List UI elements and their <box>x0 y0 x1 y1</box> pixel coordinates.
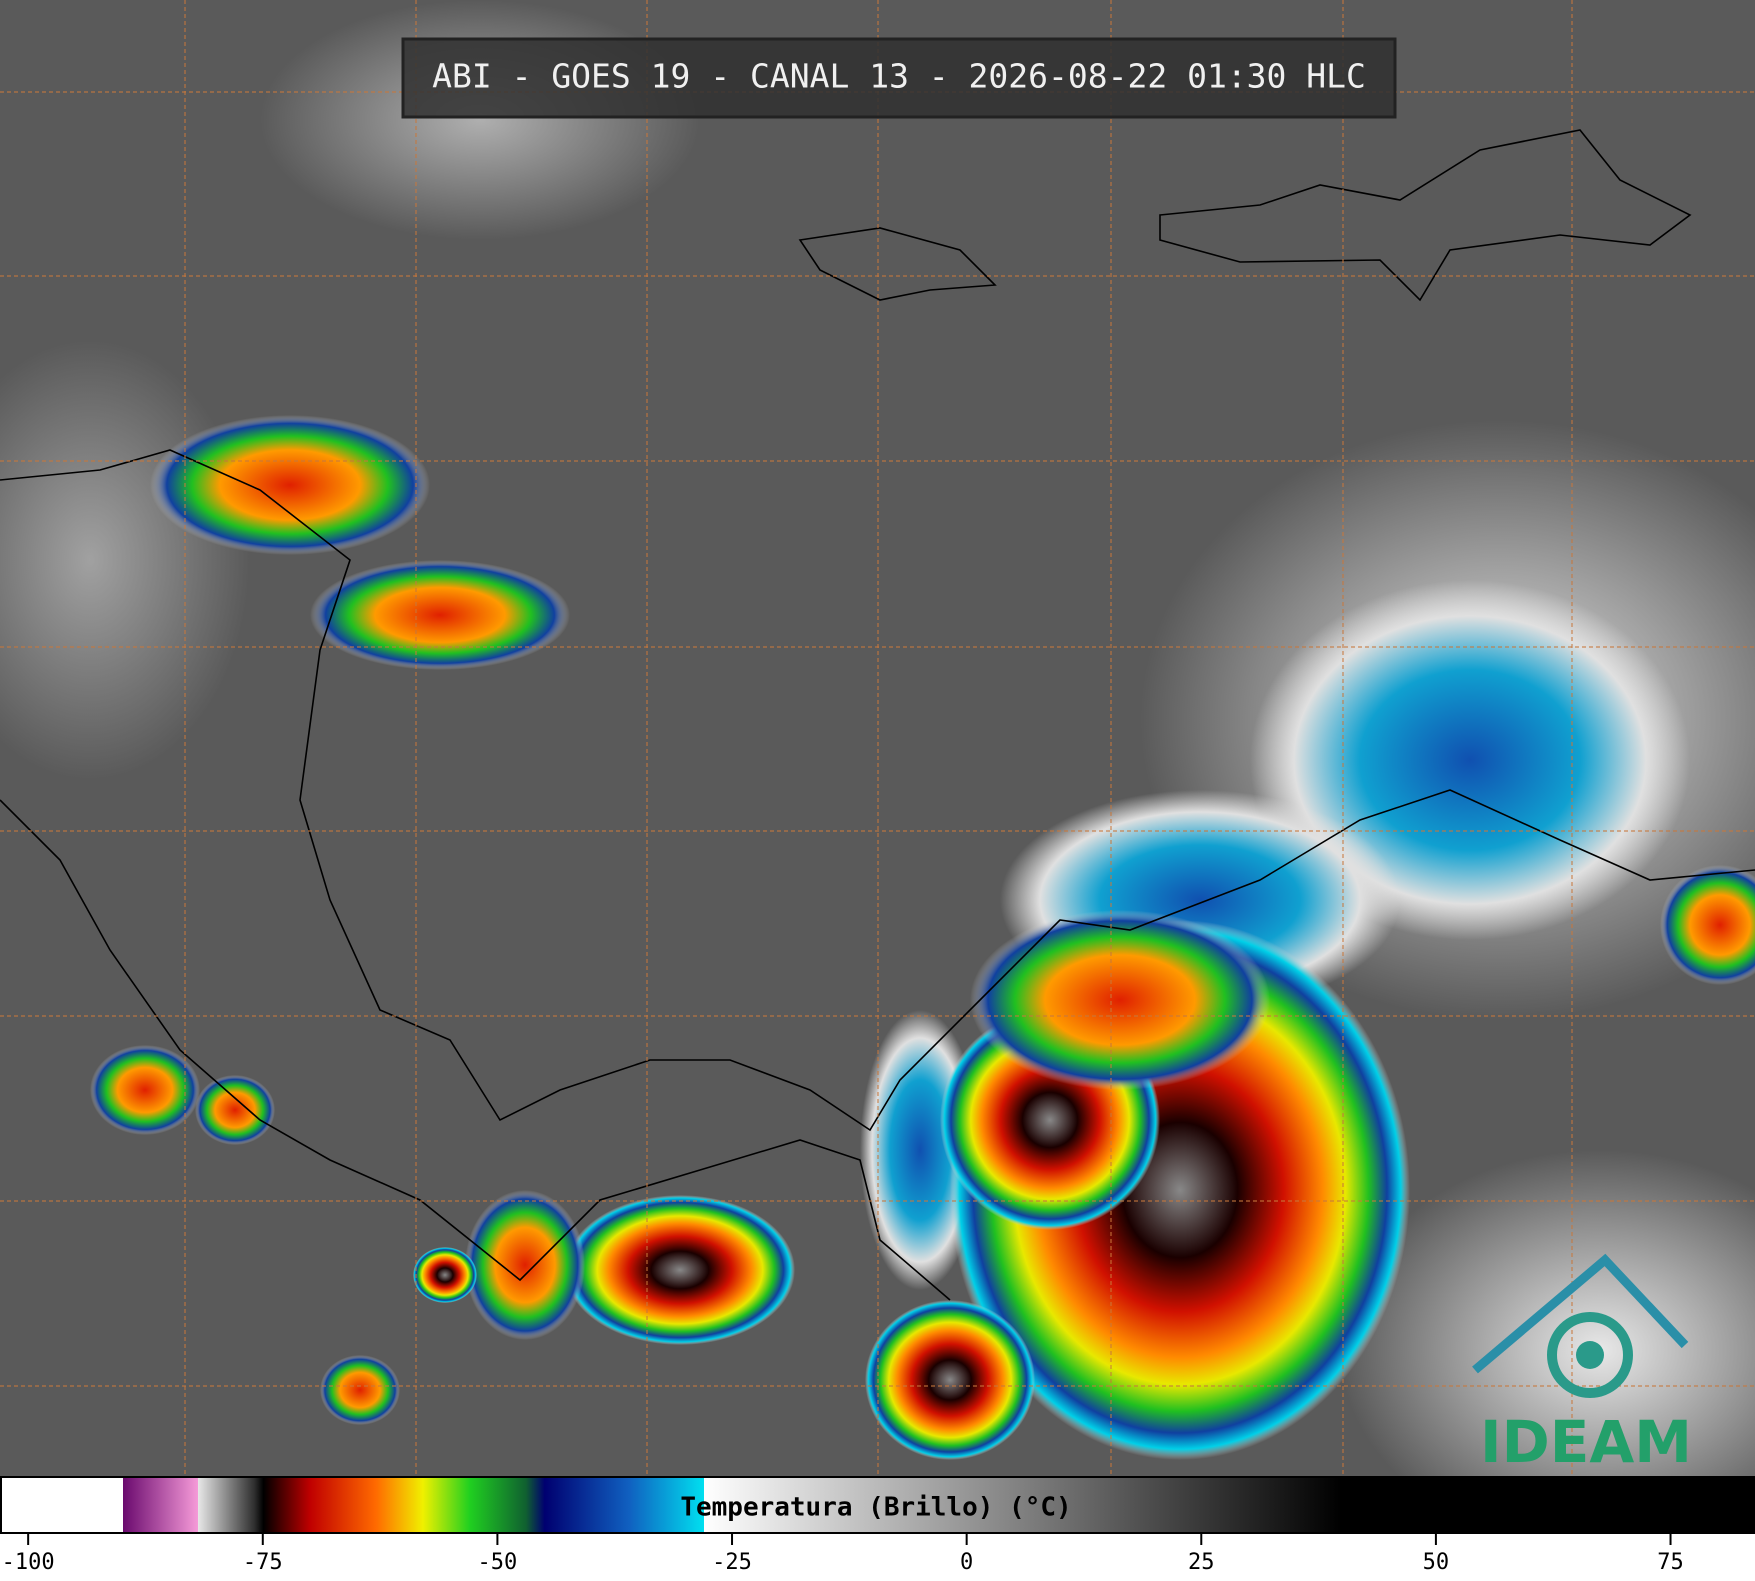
title-box <box>401 37 1397 119</box>
logo-core <box>1576 1341 1604 1369</box>
colorbar-tick-label: 25 <box>1188 1550 1215 1575</box>
colorbar-bar <box>0 1476 1755 1534</box>
colorbar-tick-label: -75 <box>243 1550 283 1575</box>
colorbar-tick-label: -25 <box>712 1550 752 1575</box>
colorbar-tick-label: -50 <box>478 1550 518 1575</box>
colorbar-tick-label: -100 <box>2 1550 55 1575</box>
colorbar-label: Temperatura (Brillo) (°C) <box>680 1493 1071 1523</box>
title: ABI - GOES 19 - CANAL 13 - 2026-08-22 01… <box>432 57 1366 96</box>
logo-text: IDEAM <box>1480 1408 1692 1476</box>
logo: IDEAM <box>1472 1253 1692 1476</box>
logo-mark <box>1472 1253 1689 1374</box>
colorbar-tick-label: 50 <box>1423 1550 1450 1575</box>
logo-swirl <box>1547 1312 1633 1398</box>
colorbar-tick-label: 0 <box>960 1550 973 1575</box>
colorbar: -100 -75 -50 -25 0 25 50 75 <box>0 1476 1755 1575</box>
colorbar-tick-label: 75 <box>1657 1550 1684 1575</box>
